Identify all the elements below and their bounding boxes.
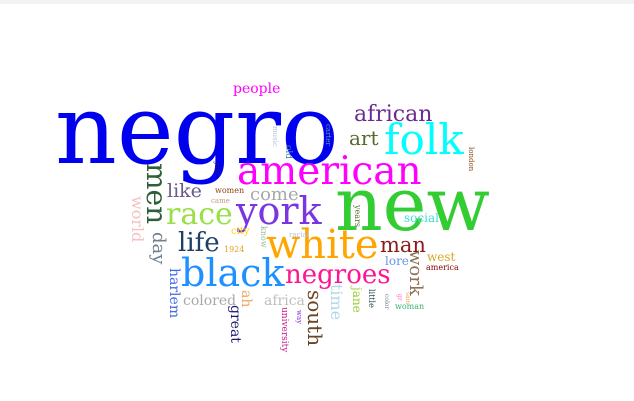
- word-years: years: [353, 205, 362, 227]
- word-came: came: [211, 197, 230, 205]
- word-africa: africa: [264, 293, 305, 309]
- word-way: way: [295, 310, 303, 325]
- word-south: south: [303, 290, 327, 347]
- word-time: time: [327, 284, 346, 321]
- word-london: london: [467, 147, 475, 172]
- word-negro: negro: [55, 74, 339, 186]
- word-world: world: [128, 196, 147, 243]
- word-woman: woman: [395, 302, 425, 311]
- word-harlem: harlem: [166, 268, 182, 319]
- word-know: know: [259, 226, 268, 248]
- word-come: come: [250, 184, 299, 205]
- word-sam: sam: [404, 292, 411, 305]
- word-women: women: [215, 186, 245, 195]
- word-west: west: [427, 250, 456, 264]
- word-colored: colored: [183, 293, 237, 309]
- word-racial: racial: [289, 231, 310, 239]
- word-old: old: [283, 145, 293, 160]
- word-york: york: [236, 189, 322, 233]
- word-white: white: [266, 222, 379, 268]
- word-city: city: [231, 226, 250, 237]
- word-music: music: [271, 126, 279, 147]
- word-day: day: [148, 232, 169, 265]
- word-people: people: [233, 81, 281, 97]
- word-ah: ah: [238, 290, 254, 308]
- top-bar: [0, 0, 634, 4]
- word-race: race: [166, 197, 233, 232]
- word-social: social: [404, 211, 439, 225]
- word-black: black: [181, 251, 285, 295]
- word-american: american: [237, 149, 422, 194]
- word-jane: jane: [350, 287, 364, 313]
- word-new: new: [335, 162, 490, 248]
- word-1924: 1924: [224, 245, 245, 254]
- word-african: african: [354, 102, 433, 127]
- word-negroes: negroes: [285, 260, 391, 290]
- word-just: just: [213, 162, 221, 176]
- word-little: little: [367, 289, 376, 308]
- word-america: america: [426, 263, 459, 272]
- word-life: life: [178, 228, 220, 258]
- word-like: like: [167, 180, 202, 202]
- word-color: color: [383, 294, 390, 310]
- word-folk: folk: [384, 115, 464, 164]
- word-man: man: [380, 233, 426, 257]
- word-carter: carter: [324, 124, 332, 146]
- word-art: art: [349, 126, 379, 150]
- word-university: university: [279, 307, 289, 353]
- word-lore: lore: [385, 254, 409, 268]
- word-gr: gr: [396, 294, 403, 301]
- word-great: great: [227, 305, 243, 343]
